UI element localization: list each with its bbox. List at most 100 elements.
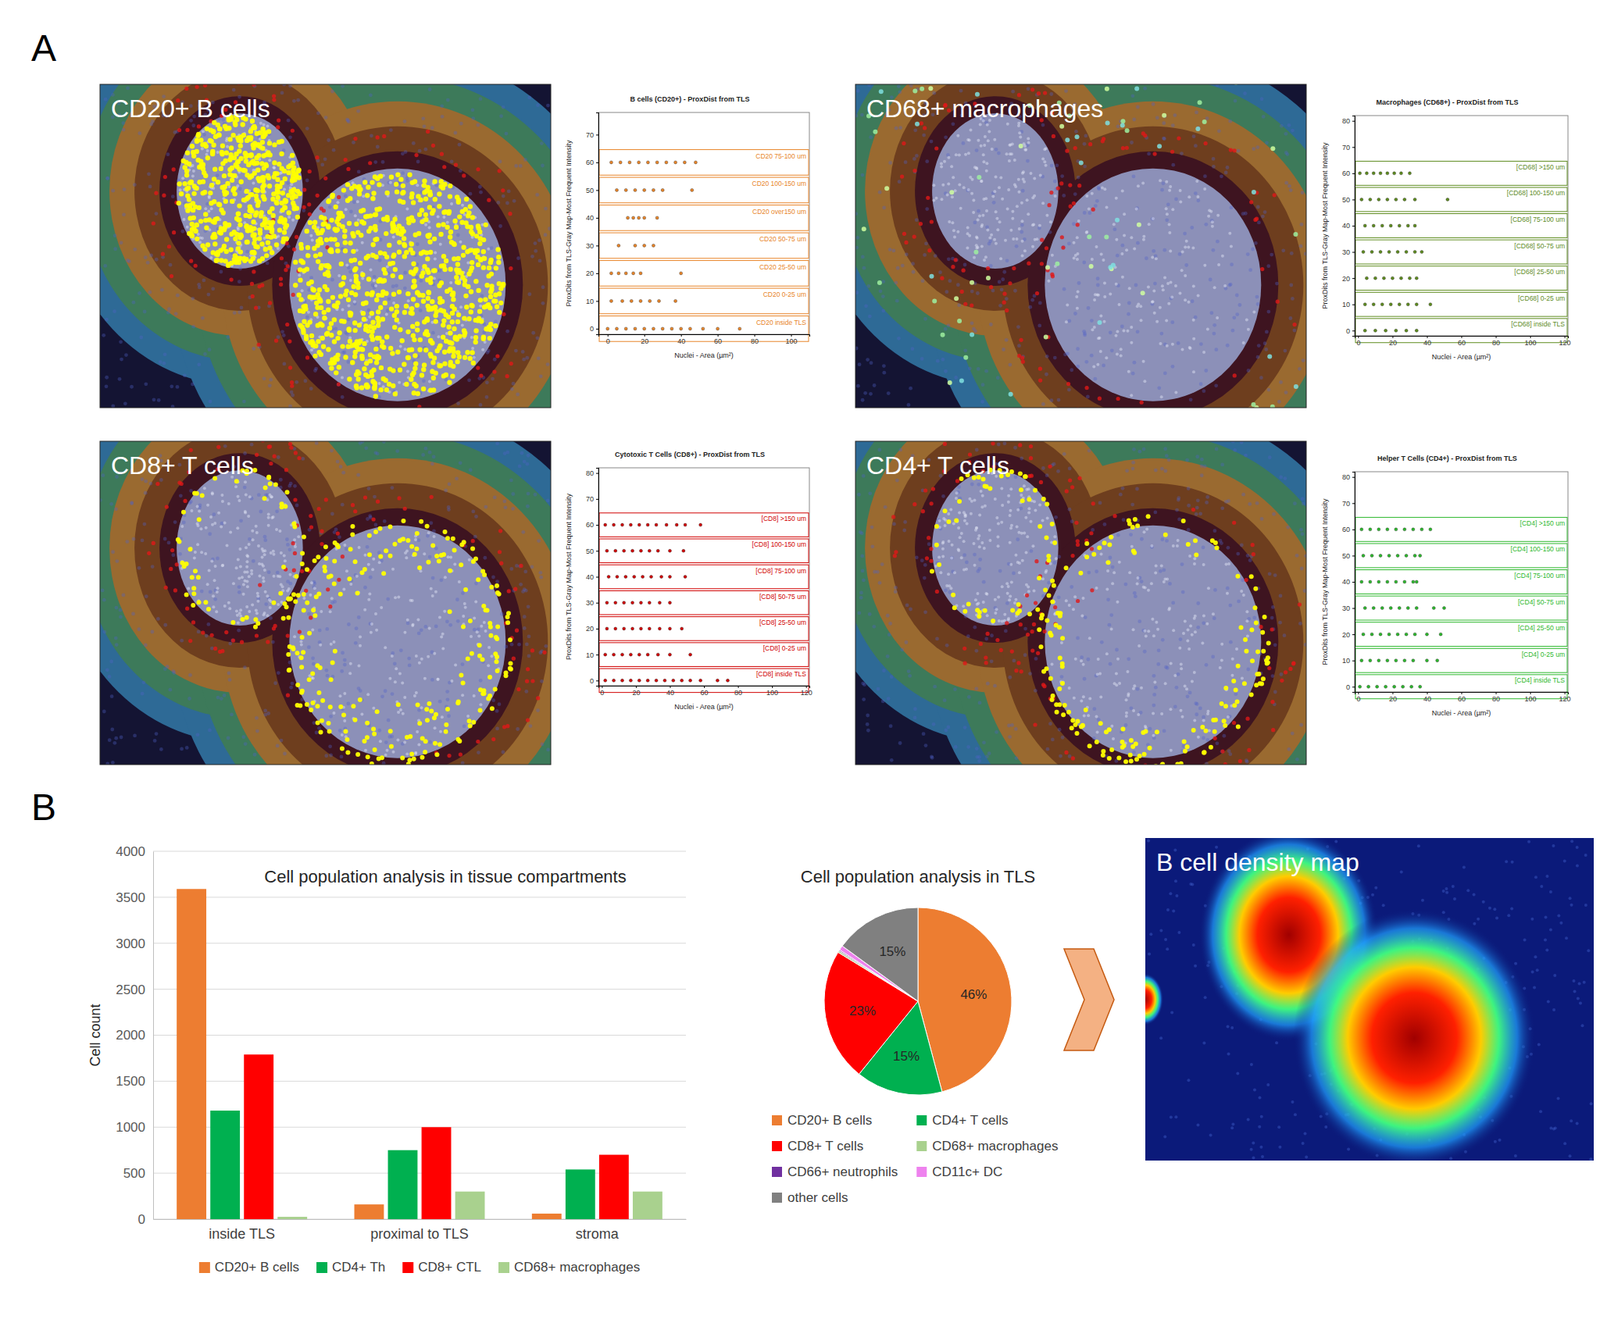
cell-dot [486, 265, 492, 271]
cell-dot [217, 126, 222, 132]
cell-dot [375, 278, 381, 284]
cell-dot [328, 365, 334, 371]
cell-dot [232, 173, 237, 179]
cell-dot [401, 242, 407, 247]
cell-dot [452, 218, 458, 224]
nucleus [288, 84, 293, 88]
cell-dot [470, 214, 475, 220]
cell-dot [471, 360, 476, 366]
cell-dot [423, 212, 429, 218]
nucleus [521, 357, 526, 362]
nucleus [514, 349, 518, 354]
nucleus [143, 382, 148, 386]
nucleus [157, 398, 161, 403]
nucleus [492, 357, 497, 362]
cell-dot [375, 335, 380, 341]
cell-dot [481, 264, 486, 270]
cell-dot [466, 316, 472, 322]
nucleus [498, 159, 503, 164]
cell-dot [326, 264, 332, 269]
cell-dot [342, 234, 347, 240]
nucleus [478, 96, 483, 101]
cell-dot [369, 310, 375, 316]
cell-dot [390, 260, 396, 266]
cell-dot [410, 324, 415, 329]
nucleus [478, 185, 483, 190]
nucleus [479, 293, 484, 298]
cell-dot [318, 352, 324, 358]
cell-dot [441, 263, 447, 268]
cell-dot [457, 214, 462, 219]
cell-dot [410, 200, 416, 205]
cell-dot [227, 136, 233, 142]
cell-dot [475, 248, 480, 254]
cell-dot [410, 261, 416, 267]
nucleus [378, 258, 383, 263]
cell-dot [244, 172, 250, 178]
cell-dot [417, 212, 422, 218]
cell-dot [330, 360, 336, 366]
cell-dot [244, 189, 250, 194]
nucleus [297, 274, 301, 278]
cell-dot [228, 247, 233, 253]
cell-dot [453, 225, 459, 230]
cell-dot [318, 263, 324, 268]
cell-dot [178, 191, 184, 197]
cell-dot [303, 336, 309, 342]
cell-dot [257, 227, 263, 233]
cell-dot [224, 150, 229, 156]
cell-dot [448, 229, 454, 235]
cell-dot [328, 247, 333, 253]
nucleus [292, 99, 297, 104]
cell-dot [436, 203, 442, 209]
cell-dot [236, 148, 242, 154]
nucleus [238, 267, 243, 272]
cell-dot [450, 310, 455, 316]
cell-dot [475, 262, 481, 268]
cell-dot [262, 216, 268, 222]
nucleus [148, 184, 153, 189]
cell-dot [455, 350, 461, 355]
cell-dot [371, 354, 377, 360]
cell-dot [250, 294, 255, 299]
cell-dot [439, 299, 445, 304]
nucleus [104, 317, 109, 322]
cell-dot [203, 143, 209, 149]
nucleus [415, 242, 420, 247]
cell-dot [297, 267, 303, 272]
cell-dot [300, 260, 306, 265]
cell-dot [280, 190, 286, 196]
cell-dot [260, 153, 266, 158]
cell-dot [500, 282, 506, 287]
cell-dot [398, 275, 404, 280]
nucleus [124, 353, 129, 358]
nucleus [407, 299, 411, 303]
cell-dot [425, 296, 431, 301]
cell-dot [450, 296, 456, 302]
cell-dot [417, 337, 423, 343]
cell-dot [396, 289, 402, 295]
cell-dot [339, 318, 344, 324]
cell-dot [367, 160, 372, 165]
cell-dot [271, 191, 276, 197]
nucleus [203, 352, 208, 357]
cell-dot [496, 291, 502, 297]
cell-dot [469, 260, 475, 265]
cell-dot [378, 250, 383, 256]
cell-dot [319, 322, 325, 328]
cell-dot [358, 232, 364, 238]
cell-dot [462, 354, 468, 360]
cell-dot [440, 335, 446, 340]
nucleus [289, 182, 293, 186]
cell-dot [212, 166, 218, 172]
cell-dot [438, 232, 443, 237]
cell-dot [333, 204, 339, 210]
cell-dot [431, 143, 436, 148]
cell-dot [246, 208, 252, 214]
nucleus [169, 384, 174, 389]
nucleus [251, 346, 256, 351]
nucleus [478, 304, 483, 308]
cell-dot [456, 312, 461, 318]
cell-dot [300, 309, 306, 315]
cell-dot [389, 306, 394, 311]
